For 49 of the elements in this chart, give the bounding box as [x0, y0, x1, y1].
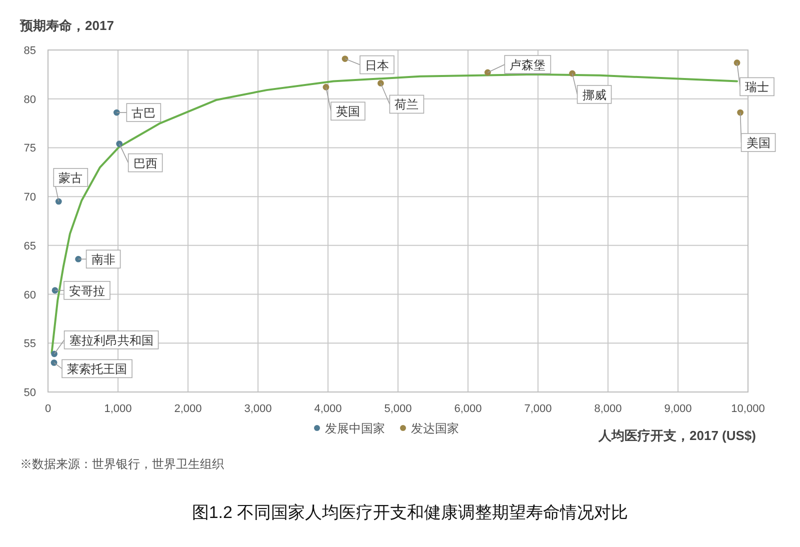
point: [569, 70, 576, 77]
text: 图1.2 不同国家人均医疗开支和健康调整期望寿命情况对比: [192, 503, 628, 522]
point: [50, 359, 58, 366]
text: ※数据来源：世界银行，世界卫生组织: [20, 457, 224, 471]
x-tick-label: 6,000: [454, 403, 482, 415]
annotation: 挪威: [582, 88, 606, 102]
point: [378, 80, 384, 86]
legend-label: 发展中国家: [325, 422, 385, 436]
annotation: 南非: [91, 252, 116, 267]
x-tick-label: 2,000: [174, 403, 202, 415]
annotation: 荷兰: [394, 98, 419, 112]
annotation: 卢森堡: [510, 58, 546, 72]
y-tick-label: 70: [24, 192, 36, 204]
annotation: 英国: [336, 104, 360, 119]
point: [116, 140, 123, 148]
y-tick-label: 50: [24, 387, 36, 399]
x-tick-label: 10,000: [731, 403, 765, 415]
point: [734, 60, 740, 66]
annotation: 蒙古: [58, 170, 83, 185]
y-axis-title: 预期寿命，2017: [19, 18, 114, 33]
y-tick-label: 60: [24, 289, 36, 302]
annotation: 塞拉利昂共和国: [69, 333, 154, 348]
y-tick-label: 85: [24, 45, 36, 57]
x-tick-label: 0: [44, 403, 52, 415]
annotation: 日本: [365, 58, 390, 72]
x-tick-label: 7,000: [524, 403, 552, 415]
x-tick-label: 8,000: [594, 403, 622, 415]
annotation: 巴西: [133, 156, 158, 170]
point: [55, 198, 62, 205]
annotation: 古巴: [132, 106, 156, 120]
point: [737, 109, 744, 116]
x-tick-label: 1,000: [104, 403, 132, 415]
annotation: 安哥拉: [69, 284, 105, 298]
x-tick-label: 9,000: [664, 403, 692, 415]
annotation: 美国: [746, 136, 770, 150]
y-tick-label: 80: [24, 94, 36, 106]
point: [51, 350, 58, 358]
legend-label: 发达国家: [411, 422, 459, 436]
annotation: 瑞士: [745, 80, 770, 94]
y-tick-label: 75: [24, 142, 36, 155]
point: [484, 69, 491, 76]
x-tick-label: 4,000: [314, 403, 342, 415]
x-axis-title: 人均医疗开支，2017 (US$): [598, 428, 756, 443]
y-tick-label: 65: [24, 240, 36, 252]
y-tick-label: 55: [24, 338, 36, 350]
point: [342, 56, 348, 62]
x-tick-label: 3,000: [244, 403, 272, 415]
annotation: 莱索托王国: [67, 362, 128, 376]
x-tick-label: 5,000: [384, 403, 412, 415]
